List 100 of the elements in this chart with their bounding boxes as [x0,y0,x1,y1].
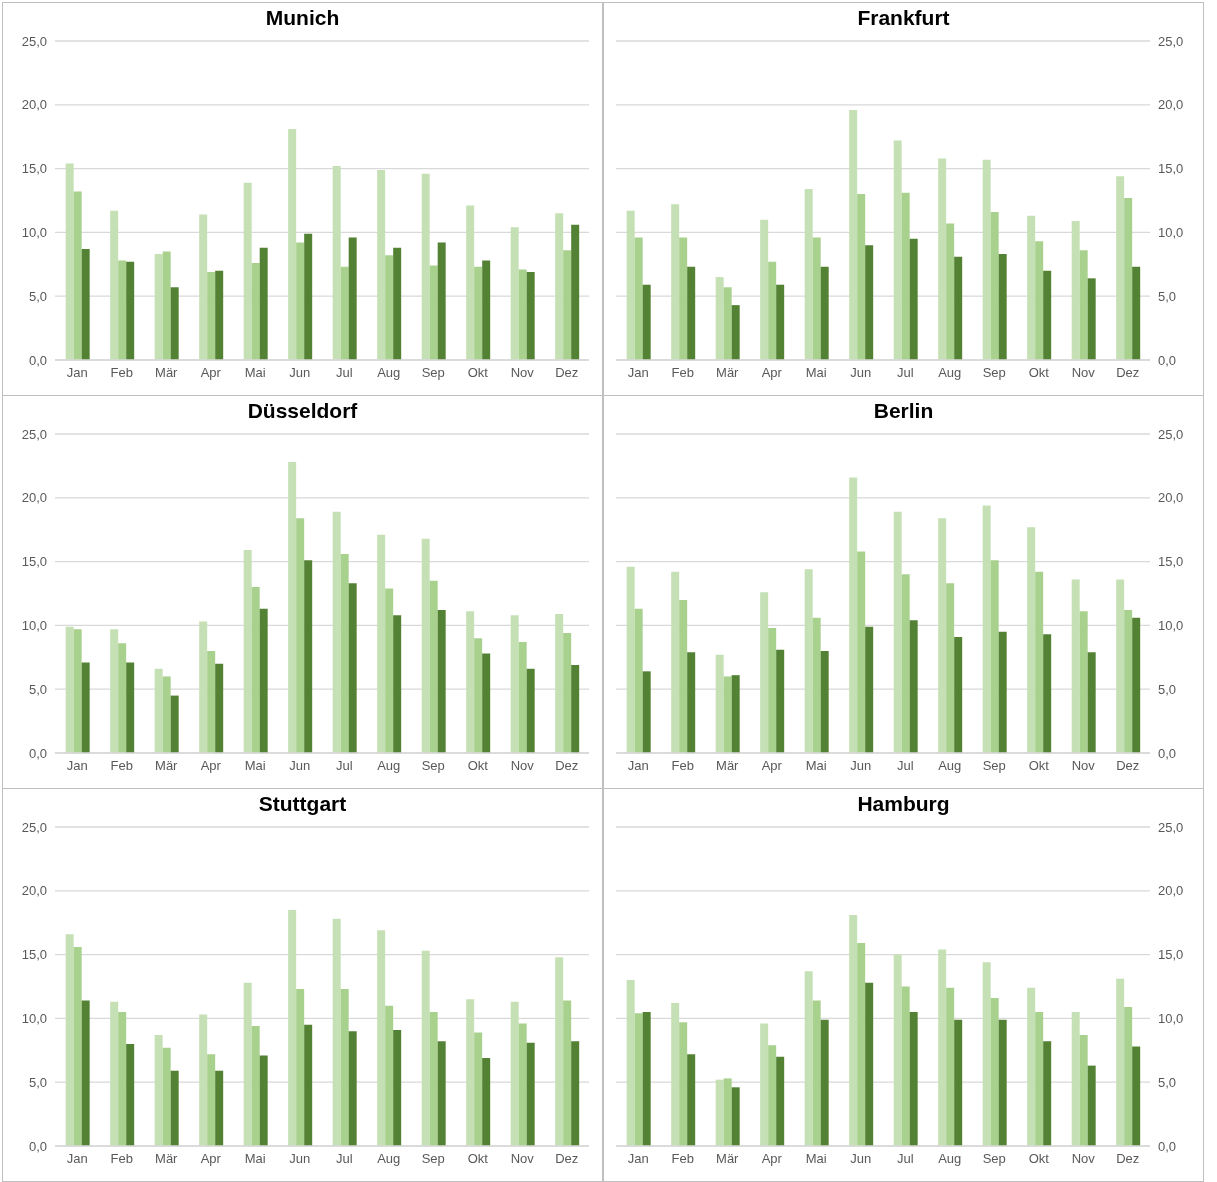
bar [946,223,955,360]
bar [715,1079,724,1146]
bar [563,250,572,360]
bar [288,129,297,360]
bar [393,1029,402,1146]
chart-title: Berlin [872,398,935,424]
x-tick-label: Mai [244,1151,266,1167]
x-tick-label: Dez [555,758,579,774]
y2-tick-label: 10,0 [1158,1011,1184,1027]
bar [474,1032,483,1146]
bar [893,511,902,753]
chart-title: Frankfurt [856,5,951,31]
x-tick-label: Nov [1071,758,1096,774]
bar [118,1012,127,1146]
bar [865,982,874,1146]
bar [634,237,643,360]
bar [429,265,438,360]
y2-tick-label: 5,0 [1158,681,1177,697]
bar [563,1000,572,1146]
y2-tick-label: 20,0 [1158,883,1184,899]
bar [626,210,635,360]
bar [938,518,947,753]
bar [526,271,535,360]
bar [73,629,82,753]
y-tick-label: 10,0 [21,618,47,634]
y2-tick-label: 0,0 [1158,745,1177,761]
bar [642,671,651,753]
bar [909,1012,918,1146]
x-tick-label: Mai [244,365,266,381]
bar [162,1047,171,1146]
x-tick-label: Jun [850,1151,872,1167]
x-tick-label: Mai [244,758,266,774]
bar [768,1045,777,1146]
bar [510,615,519,753]
bar [65,934,74,1146]
x-tick-label: Feb [671,365,694,381]
y-tick-label: 0,0 [28,352,47,368]
x-tick-label: Jul [335,365,353,381]
bar [393,247,402,360]
bar [348,583,357,753]
bar [1132,1046,1141,1146]
bar [687,266,696,360]
bar [296,242,305,360]
y2-tick-label: 15,0 [1158,554,1184,570]
x-tick-label: Dez [1116,758,1140,774]
x-tick-label: Jan [627,1151,649,1167]
bar [893,954,902,1146]
y-tick-label: 0,0 [28,1138,47,1154]
x-tick-label: Okt [1028,1151,1050,1167]
x-tick-label: Jan [627,758,649,774]
chart-title: Düsseldorf [246,398,359,424]
bar [1027,527,1036,753]
bar [304,1024,313,1146]
bar [990,211,999,360]
bar [804,569,813,753]
x-tick-label: Okt [1028,758,1050,774]
bar [555,213,564,360]
bar [642,1012,651,1146]
y-tick-label: 5,0 [28,681,47,697]
bar [126,261,135,360]
bar [259,608,268,753]
bar [982,505,991,753]
bar [954,1019,963,1146]
bar [304,560,313,753]
bar [207,1054,216,1146]
bar [73,946,82,1146]
bar [65,163,74,360]
bar [466,999,475,1146]
x-tick-label: Dez [555,365,579,381]
bar [154,668,163,753]
bar [776,649,785,753]
bar [437,1041,446,1146]
x-tick-label: Jan [66,758,88,774]
bar [1079,1034,1088,1146]
bar [820,650,829,753]
bar [1087,1065,1096,1146]
bar [510,1001,519,1146]
bar [215,663,224,753]
bar [671,1003,680,1146]
x-tick-label: Jun [289,365,311,381]
bar [1116,978,1125,1146]
x-tick-label: Aug [377,365,401,381]
x-tick-label: Dez [1116,365,1140,381]
bar [760,219,769,360]
bar [731,1087,740,1146]
bar [1079,611,1088,753]
bar [990,997,999,1146]
bar [510,227,519,360]
y2-tick-label: 25,0 [1158,33,1184,49]
bar [901,192,910,360]
y-tick-label: 5,0 [28,1074,47,1090]
bar [563,633,572,753]
bar [776,284,785,360]
x-tick-label: Apr [761,1151,783,1167]
y-tick-label: 20,0 [21,97,47,113]
x-tick-label: Jun [289,758,311,774]
x-tick-label: Mai [805,365,827,381]
x-tick-label: Sep [982,1151,1006,1167]
bar [296,518,305,753]
bar [466,205,475,360]
